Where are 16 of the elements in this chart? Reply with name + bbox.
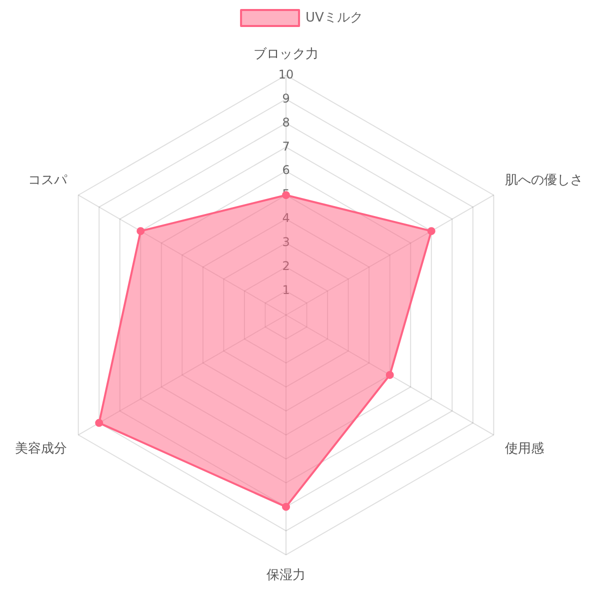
- spoke-label: 肌への優しさ: [504, 173, 583, 188]
- legend-label: UVミルク: [306, 10, 363, 26]
- y-tick-label: 8: [282, 115, 290, 130]
- spoke-label: 保湿力: [266, 568, 306, 583]
- spoke-label: 美容成分: [15, 440, 68, 457]
- spoke-label: ブロック力: [254, 46, 318, 62]
- y-tick-label: 2: [282, 259, 290, 274]
- spoke-label: 使用感: [504, 442, 544, 457]
- y-tick-label: 7: [282, 139, 290, 154]
- y-tick-label: 4: [282, 211, 290, 226]
- y-tick-label: 10: [278, 67, 294, 82]
- y-tick-label: 3: [282, 235, 290, 250]
- y-tick-label: 6: [282, 163, 290, 178]
- y-tick-label: 9: [282, 91, 290, 106]
- spoke-label: コスパ: [28, 173, 68, 188]
- y-tick-label: 1: [282, 283, 290, 298]
